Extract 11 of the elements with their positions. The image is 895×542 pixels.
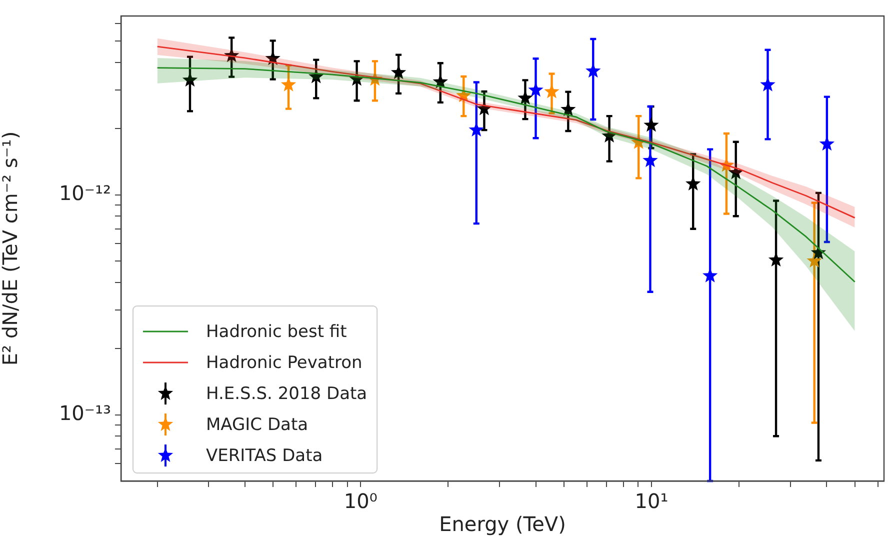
legend-label: Hadronic Pevatron xyxy=(206,352,362,373)
y-axis-title: E² dN/dE (TeV cm⁻² s⁻¹) xyxy=(0,131,22,366)
x-axis-title: Energy (TeV) xyxy=(439,512,566,536)
y-tick-label: 10⁻¹² xyxy=(58,181,111,206)
y-tick-label: 10⁻¹³ xyxy=(58,400,111,425)
x-tick-label: 10¹ xyxy=(634,489,668,514)
legend-label: VERITAS Data xyxy=(206,446,323,466)
legend-label: MAGIC Data xyxy=(206,414,308,435)
x-tick-label: 10⁰ xyxy=(344,489,378,514)
legend-label: Hadronic best fit xyxy=(206,322,348,342)
legend-label: H.E.S.S. 2018 Data xyxy=(206,384,368,404)
